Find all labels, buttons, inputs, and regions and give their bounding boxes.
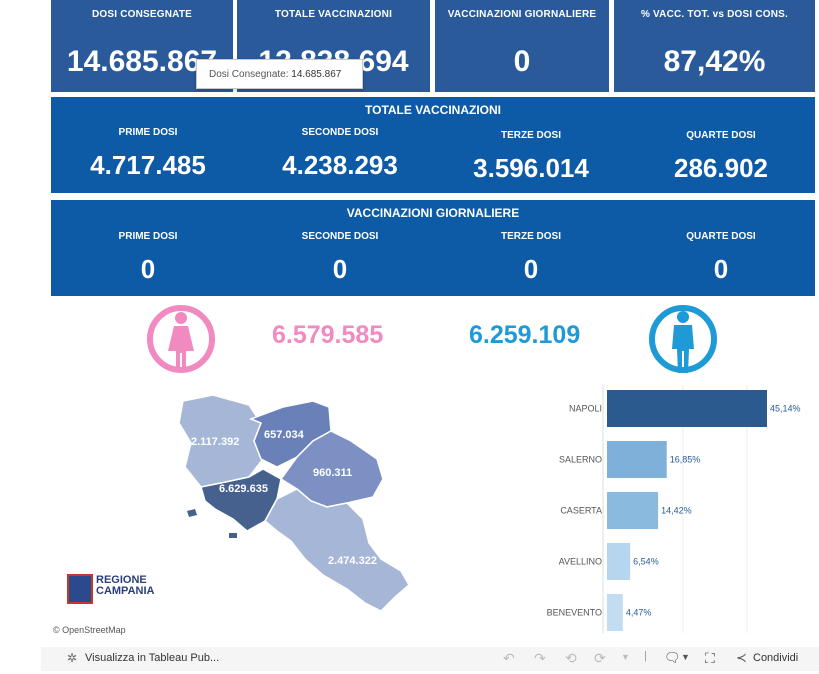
female-value: 6.579.585: [272, 321, 384, 349]
col-terze-dosi[interactable]: TERZE DOSI 3.596.014: [436, 130, 626, 184]
col-label: QUARTE DOSI: [686, 231, 756, 242]
totale-vaccinazioni-panel: TOTALE VACCINAZIONI PRIME DOSI 4.717.485…: [51, 97, 815, 193]
col-value: 4.238.293: [282, 150, 398, 180]
fullscreen-icon[interactable]: ⛶: [705, 650, 715, 666]
col-label: TERZE DOSI: [500, 130, 561, 141]
kpi-label: DOSI CONSEGNATE: [91, 9, 193, 20]
undo-icon[interactable]: ↶: [503, 650, 515, 666]
col-terze-dosi[interactable]: TERZE DOSI 0: [436, 231, 626, 285]
bar-value-label: 4,47%: [626, 608, 652, 618]
bar-value-label: 16,85%: [670, 455, 701, 465]
col-seconde-dosi[interactable]: SECONDE DOSI 4.238.293: [245, 127, 435, 181]
kpi-label: % VACC. TOT. vs DOSI CONS.: [640, 9, 789, 20]
map-label-napoli: 6.629.635: [219, 483, 268, 495]
col-value: 0: [140, 254, 156, 284]
bar[interactable]: [607, 390, 767, 427]
kpi-value: 14.685.867: [66, 45, 218, 78]
col-value: 0: [332, 254, 348, 284]
col-quarte-dosi[interactable]: QUARTE DOSI 0: [626, 231, 816, 285]
logo-emblem: [67, 574, 93, 604]
map-label-benevento: 657.034: [264, 429, 305, 441]
share-icon[interactable]: ≺: [736, 650, 747, 665]
map-label-avellino: 960.311: [313, 467, 352, 479]
bar-value-label: 6,54%: [633, 557, 659, 567]
male-value: 6.259.109: [469, 321, 581, 349]
regione-campania-logo: REGIONE CAMPANIA: [67, 574, 159, 606]
col-label: TERZE DOSI: [500, 231, 561, 242]
bar-value-label: 45,14%: [770, 404, 801, 414]
panel-title: VACCINAZIONI GIORNALIERE: [346, 206, 520, 220]
col-quarte-dosi[interactable]: QUARTE DOSI 286.902: [626, 130, 816, 184]
bar-label: SALERNO: [559, 455, 602, 465]
kpi-label: TOTALE VACCINAZIONI: [274, 9, 393, 20]
col-value: 0: [713, 254, 729, 284]
view-in-tableau-link[interactable]: Visualizza in Tableau Pub...: [85, 652, 220, 664]
separator: |: [644, 650, 647, 662]
bar-value-label: 14,42%: [661, 506, 692, 516]
bar[interactable]: [607, 492, 659, 529]
col-value: 3.596.014: [473, 153, 589, 183]
panel-title: TOTALE VACCINAZIONI: [365, 103, 501, 117]
share-button[interactable]: Condividi: [753, 652, 799, 664]
bar-label: BENEVENTO: [547, 608, 602, 618]
logo-line2: CAMPANIA: [96, 585, 155, 597]
col-value: 0: [523, 254, 539, 284]
tooltip: Dosi Consegnate: 14.685.867: [196, 59, 363, 89]
bar-label: AVELLINO: [559, 557, 602, 567]
kpi-dosi-consegnate[interactable]: DOSI CONSEGNATE 14.685.867: [51, 0, 233, 92]
kpi-label: VACCINAZIONI GIORNALIERE: [447, 9, 597, 20]
campania-map[interactable]: 2.117.392 657.034 960.311 6.629.635 2.47…: [51, 383, 535, 637]
tableau-icon[interactable]: ✲: [67, 651, 78, 665]
map-label-salerno: 2.474.322: [328, 555, 377, 567]
kpi-value: 0: [513, 45, 531, 78]
refresh-icon[interactable]: ⟳: [594, 650, 606, 666]
kpi-percentuale-vaccinazioni[interactable]: % VACC. TOT. vs DOSI CONS. 87,42%: [614, 0, 815, 92]
col-label: SECONDE DOSI: [301, 127, 379, 138]
redo-icon[interactable]: ↷: [534, 650, 546, 666]
col-value: 286.902: [674, 153, 768, 183]
col-label: PRIME DOSI: [118, 231, 178, 242]
tooltip-label: Dosi Consegnate:: [209, 69, 289, 80]
male-icon: [648, 303, 718, 375]
col-label: QUARTE DOSI: [686, 130, 756, 141]
col-value: 4.717.485: [90, 150, 206, 180]
tooltip-value: 14.685.867: [291, 69, 342, 80]
bar-label: NAPOLI: [569, 404, 602, 414]
col-seconde-dosi[interactable]: SECONDE DOSI 0: [245, 231, 435, 285]
map-label-caserta: 2.117.392: [191, 436, 239, 448]
vaccinazioni-giornaliere-panel: VACCINAZIONI GIORNALIERE PRIME DOSI 0 SE…: [51, 200, 815, 296]
bar[interactable]: [607, 594, 623, 631]
kpi-value: 87,42%: [663, 45, 766, 78]
col-prime-dosi[interactable]: PRIME DOSI 0: [53, 231, 243, 285]
kpi-vaccinazioni-giornaliere[interactable]: VACCINAZIONI GIORNALIERE 0: [435, 0, 609, 92]
refresh-dropdown-icon[interactable]: ▼: [621, 652, 630, 662]
revert-icon[interactable]: ⟲: [565, 650, 577, 666]
tableau-toolbar: ✲ Visualizza in Tableau Pub... ↶ ↷ ⟲ ⟳ ▼…: [41, 647, 819, 671]
bar-label: CASERTA: [560, 506, 602, 516]
col-label: SECONDE DOSI: [301, 231, 379, 242]
bar[interactable]: [607, 543, 631, 580]
bar[interactable]: [607, 441, 667, 478]
comment-dropdown-icon[interactable]: ▼: [681, 652, 690, 662]
map-ischia: [187, 509, 197, 517]
comment-icon[interactable]: 🗨: [664, 650, 681, 665]
map-capri: [229, 533, 237, 538]
logo-line1: REGIONE: [96, 574, 147, 586]
col-prime-dosi[interactable]: PRIME DOSI 4.717.485: [53, 127, 243, 181]
provinces-bar-chart: NAPOLI 45,14% SALERNO 16,85% CASERTA 14,42% AV…: [540, 383, 815, 637]
map-salerno: [264, 488, 410, 612]
female-icon: [146, 303, 216, 375]
col-label: PRIME DOSI: [118, 127, 178, 138]
map-attribution[interactable]: © OpenStreetMap: [53, 625, 126, 635]
